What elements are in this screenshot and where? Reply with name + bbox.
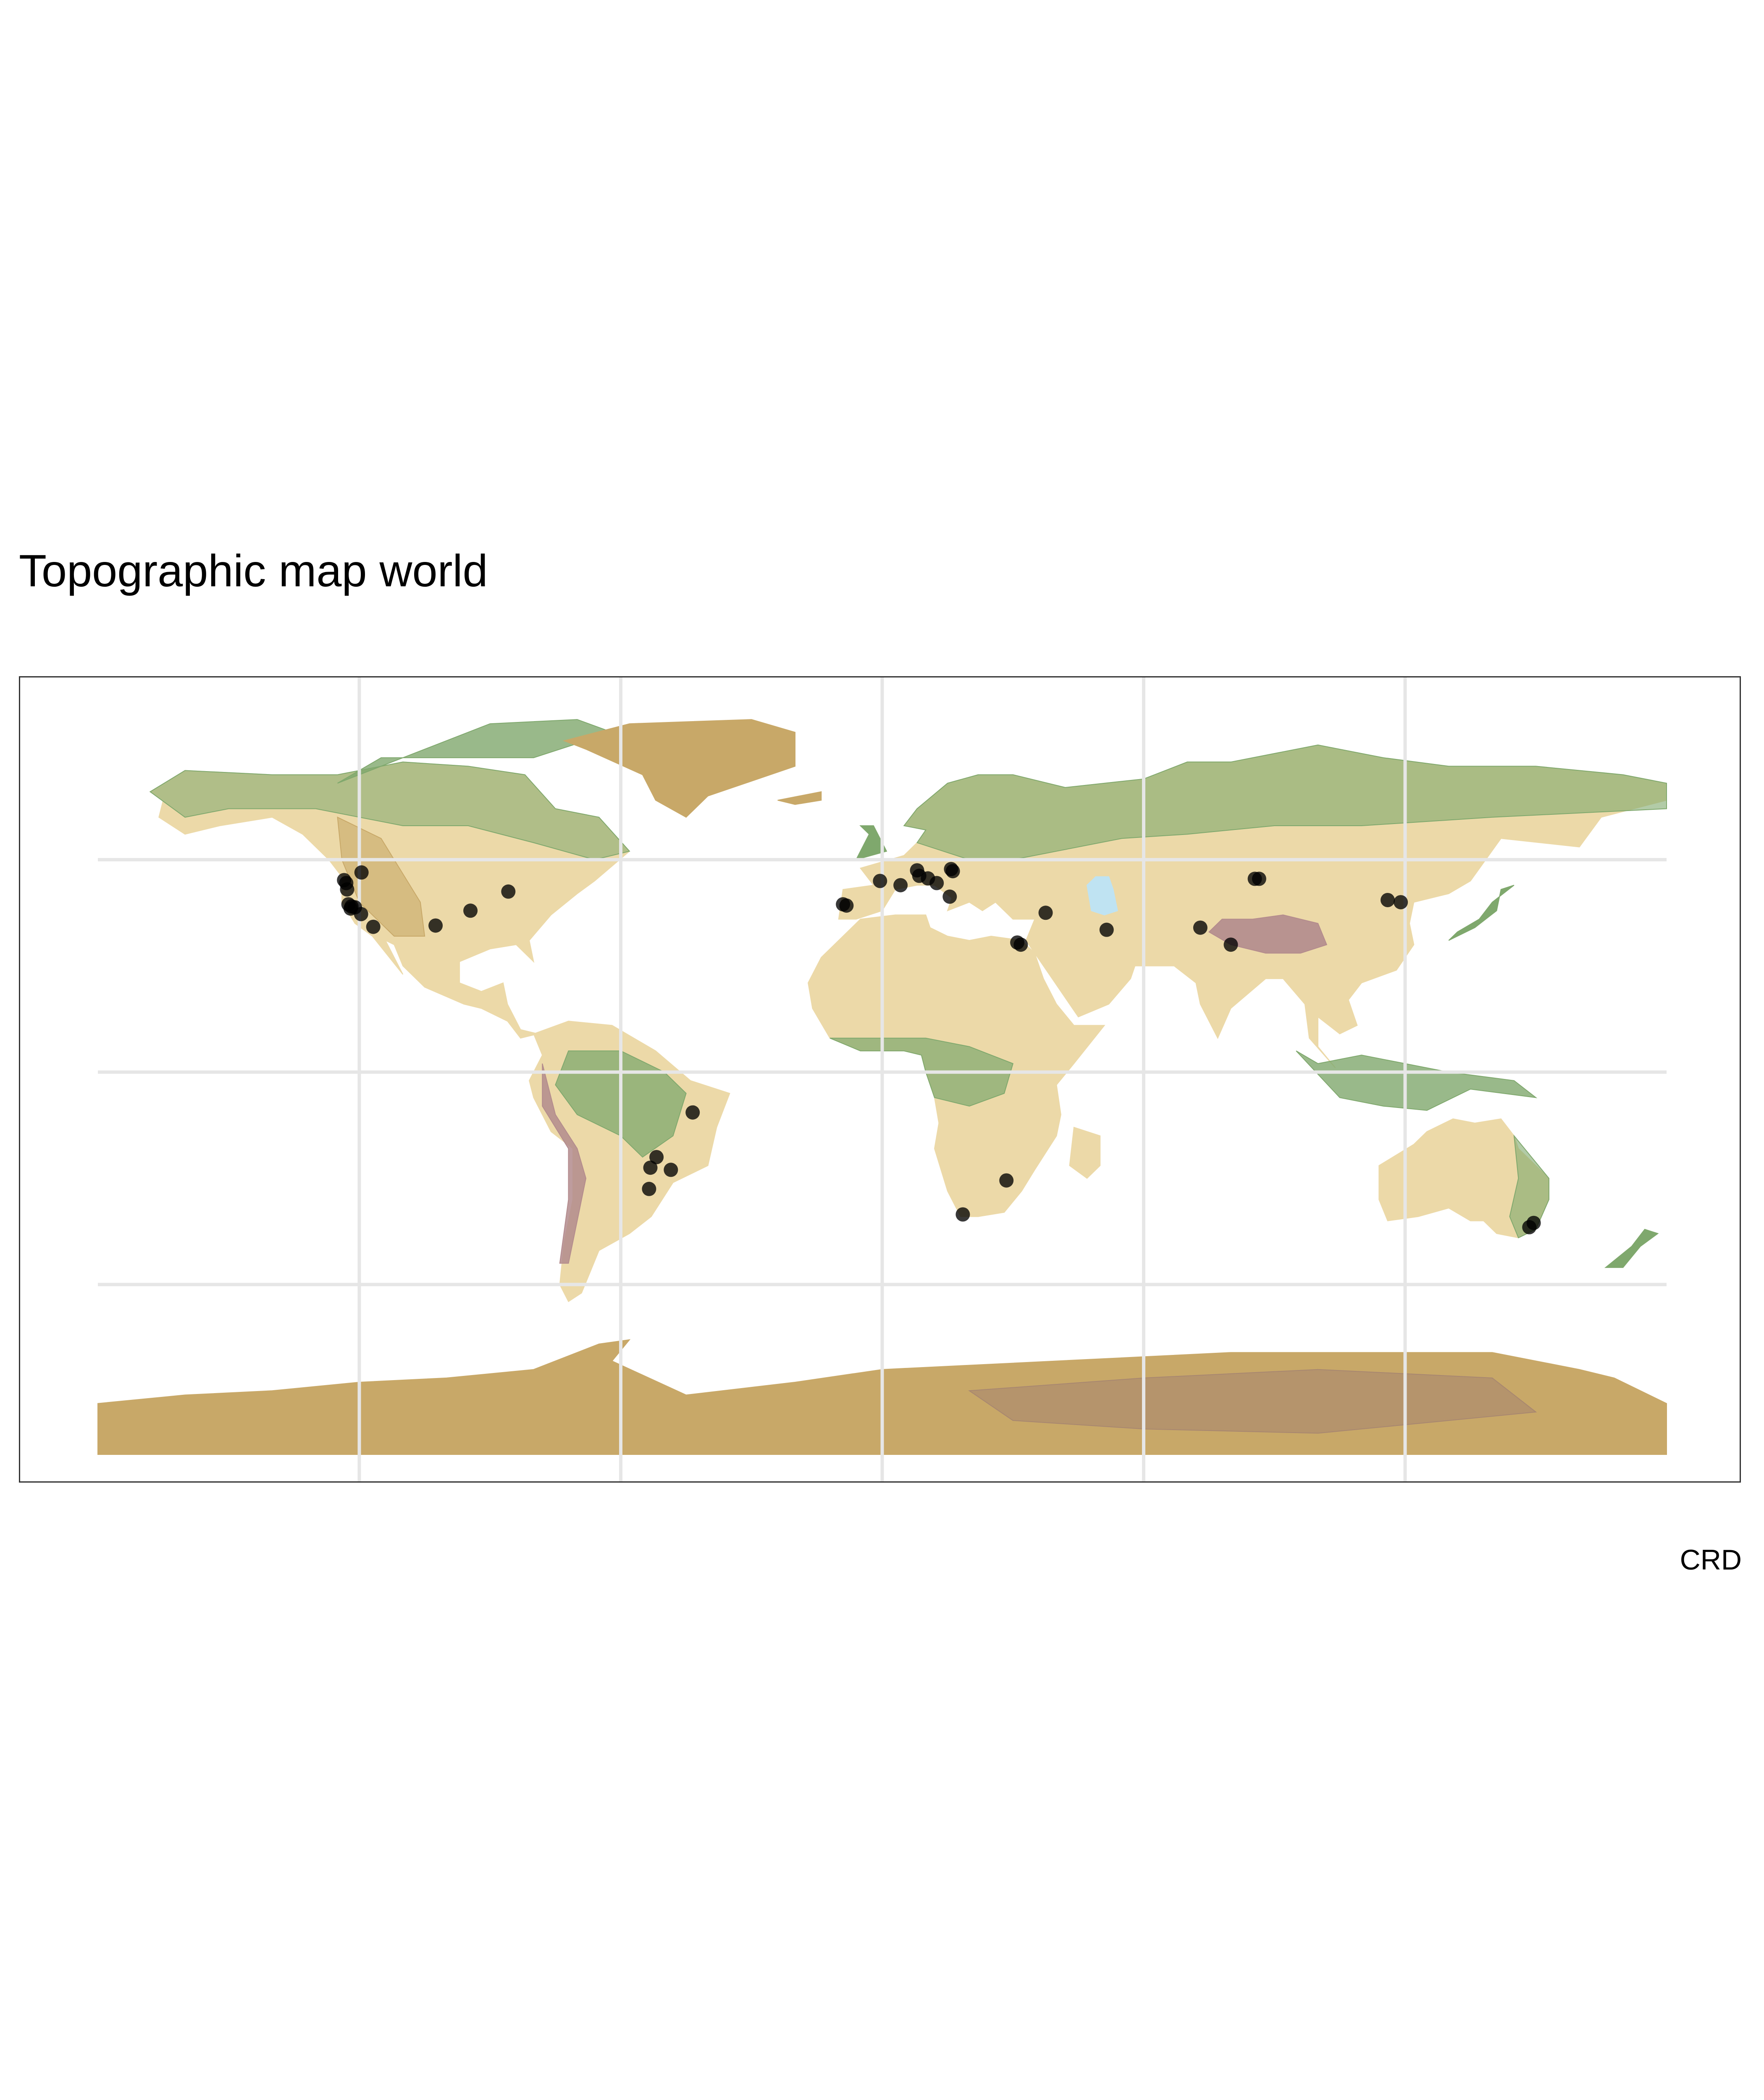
greenland	[562, 719, 795, 818]
site-point[interactable]	[642, 1181, 656, 1196]
site-points	[337, 862, 1541, 1234]
site-point[interactable]	[1099, 922, 1114, 937]
site-point[interactable]	[354, 907, 368, 921]
site-point[interactable]	[340, 882, 354, 897]
site-point[interactable]	[945, 864, 960, 879]
site-point[interactable]	[343, 901, 358, 916]
site-point[interactable]	[649, 1150, 664, 1164]
site-point[interactable]	[1522, 1220, 1537, 1234]
site-point[interactable]	[366, 919, 381, 934]
site-point[interactable]	[1252, 872, 1266, 886]
east-antarctic-plateau	[968, 1369, 1537, 1434]
madagascar	[1069, 1126, 1101, 1179]
site-point[interactable]	[685, 1105, 700, 1120]
new-zealand	[1604, 1228, 1659, 1268]
north-america-boreal	[149, 761, 630, 860]
map-title: Topographic map world	[19, 545, 488, 596]
world-map	[97, 677, 1667, 1481]
site-point[interactable]	[664, 1163, 678, 1177]
site-point[interactable]	[1223, 937, 1238, 952]
caspian-sea	[1087, 876, 1118, 916]
site-point[interactable]	[1394, 895, 1408, 910]
site-point[interactable]	[643, 1160, 658, 1175]
site-point[interactable]	[929, 876, 944, 890]
japan	[1448, 885, 1515, 941]
site-point[interactable]	[873, 874, 887, 888]
site-point[interactable]	[999, 1173, 1014, 1188]
tibetan-plateau	[1208, 914, 1328, 954]
site-point[interactable]	[463, 903, 478, 918]
site-point[interactable]	[1013, 937, 1028, 952]
iceland	[777, 791, 822, 805]
site-point[interactable]	[839, 898, 854, 913]
site-point[interactable]	[501, 884, 516, 899]
site-point[interactable]	[893, 878, 908, 892]
map-panel	[19, 676, 1741, 1483]
arctic-islands	[337, 719, 614, 784]
site-point[interactable]	[1381, 893, 1395, 907]
site-point[interactable]	[956, 1207, 970, 1222]
site-point[interactable]	[1038, 906, 1053, 920]
site-point[interactable]	[428, 918, 443, 933]
congo-basin	[830, 1037, 1014, 1107]
maritime-southeast-asia	[1296, 1050, 1538, 1111]
site-point[interactable]	[1193, 920, 1208, 935]
site-point[interactable]	[942, 889, 957, 904]
map-caption: CRD	[1680, 1544, 1742, 1576]
andes	[542, 1063, 587, 1264]
graticule	[98, 677, 1667, 1481]
site-point[interactable]	[354, 865, 369, 880]
